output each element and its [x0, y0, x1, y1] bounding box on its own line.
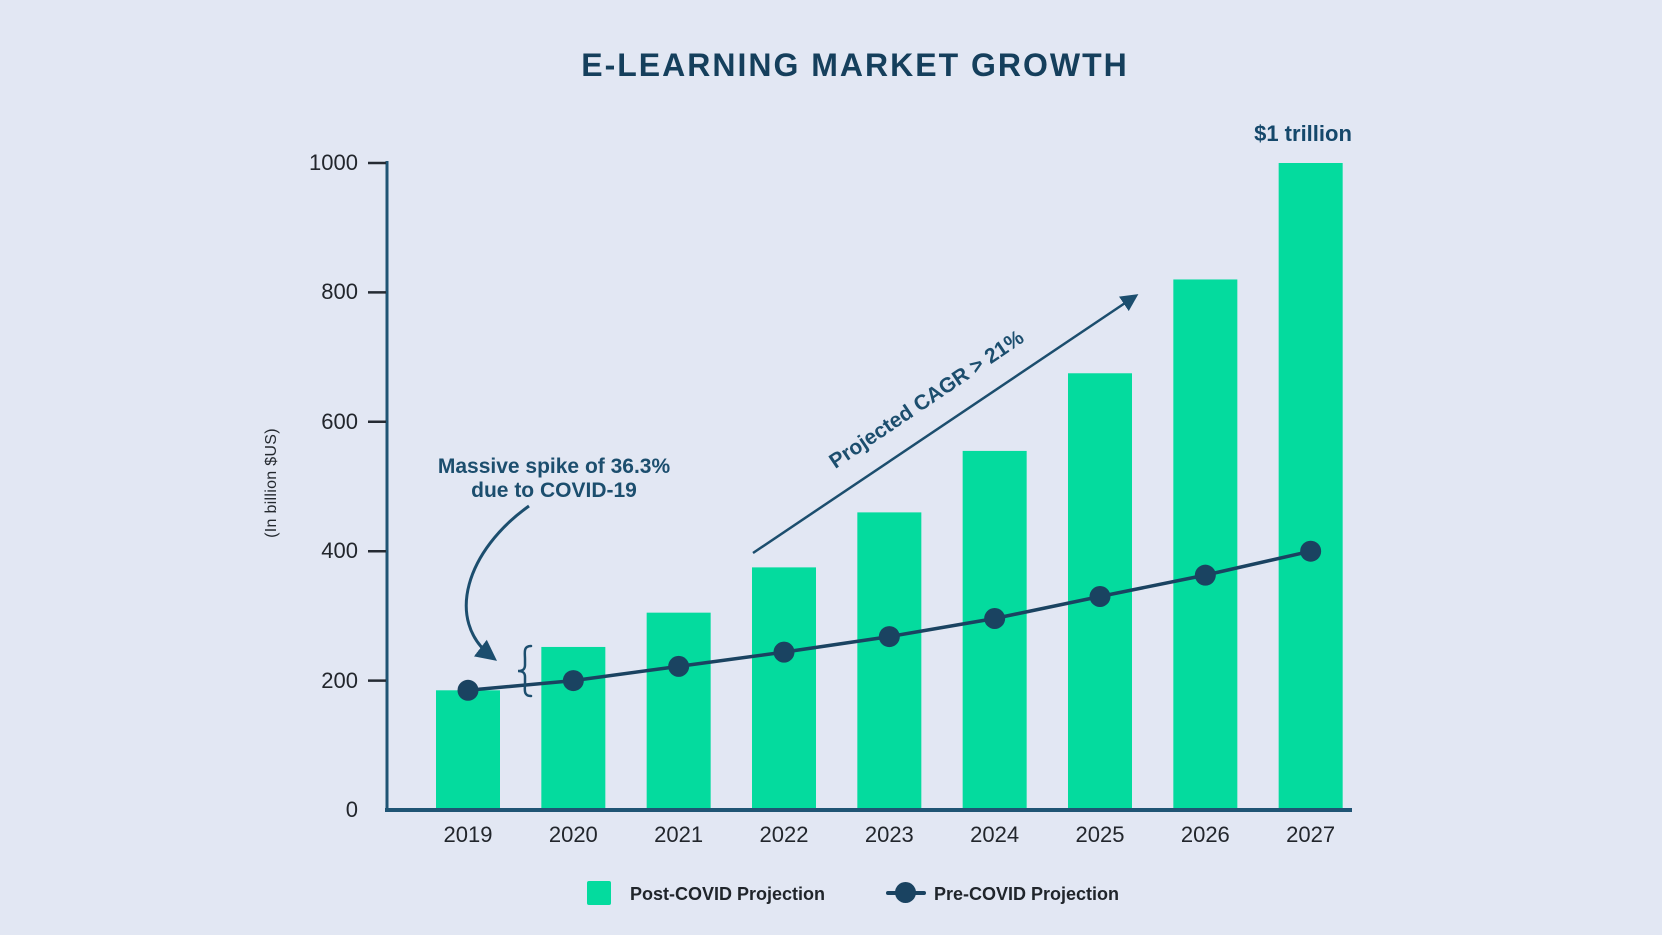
y-tick-label-600: 600: [321, 408, 358, 434]
line-point-2022: [773, 641, 795, 663]
y-tick-label-0: 0: [345, 797, 358, 822]
chart-title: E-LEARNING MARKET GROWTH: [581, 47, 1129, 83]
y-tick-label-800: 800: [321, 279, 358, 305]
line-point-2026: [1194, 564, 1216, 586]
x-tick-label-2022: 2022: [759, 822, 809, 847]
spike-brace: [517, 644, 533, 698]
annotation-spike-line1: Massive spike of 36.3%: [437, 455, 671, 478]
line-point-2021: [668, 655, 690, 677]
line-point-2020: [562, 670, 584, 692]
line-point-2019: [457, 679, 479, 701]
y-tick-label-1000: 1000: [309, 150, 358, 175]
x-tick-label-2025: 2025: [1075, 822, 1125, 847]
spike-arrow: [464, 504, 530, 661]
line-point-2024: [984, 607, 1006, 629]
bar-2022: [751, 567, 816, 810]
x-tick-label-2020: 2020: [548, 822, 598, 847]
line-point-2027: [1300, 540, 1322, 562]
y-tick-label-400: 400: [321, 538, 358, 564]
bar-2023: [857, 512, 922, 810]
x-tick-label-2027: 2027: [1286, 822, 1336, 847]
x-tick-label-2021: 2021: [654, 822, 704, 847]
x-tick-label-2026: 2026: [1180, 822, 1230, 847]
line-point-2025: [1089, 585, 1111, 607]
annotation-spike: Massive spike of 36.3% due to COVID-19: [438, 455, 670, 503]
x-tick-label-2024: 2024: [970, 822, 1020, 847]
x-tick-label-2023: 2023: [864, 822, 914, 847]
top-value-label: $1 trillion: [1254, 121, 1352, 146]
line-point-2023: [878, 626, 900, 648]
cagr-arrow: [752, 294, 1139, 555]
bar-2021: [646, 612, 711, 810]
bar-2026: [1173, 279, 1238, 811]
bar-2019: [436, 690, 500, 810]
annotation-spike-line2: due to COVID-19: [471, 479, 637, 502]
bar-2027: [1278, 163, 1343, 810]
y-tick-label-200: 200: [321, 667, 358, 693]
bar-2024: [962, 450, 1027, 810]
x-tick-label-2019: 2019: [443, 822, 493, 847]
